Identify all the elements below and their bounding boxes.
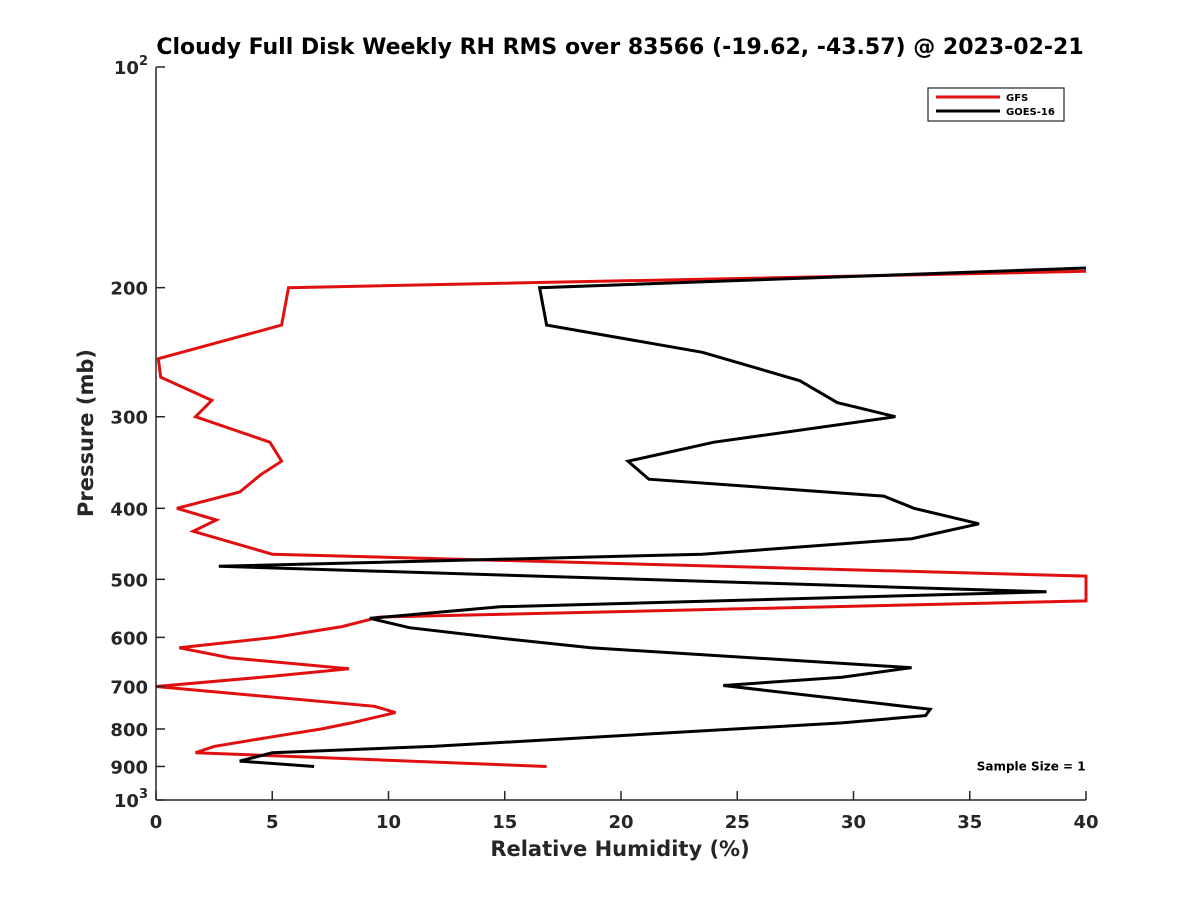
y-axis-label: Pressure (mb) [74, 349, 98, 517]
x-axis-label: Relative Humidity (%) [490, 837, 749, 861]
x-tick-label: 20 [608, 812, 633, 833]
y-tick-label: 300 [110, 408, 148, 429]
x-tick-label: 0 [150, 812, 163, 833]
x-tick-label: 25 [725, 812, 750, 833]
x-axis-ticks: 0 5 10 15 20 25 30 35 40 [150, 791, 1099, 833]
y-tick-label: 600 [110, 628, 148, 649]
x-tick-label: 30 [841, 812, 866, 833]
legend-label-gfs: GFS [1006, 93, 1028, 104]
y-tick-label: 800 [110, 720, 148, 741]
legend: GFS GOES-16 [927, 87, 1065, 122]
series-line-goes-16 [218, 266, 1087, 768]
sample-size-annotation: Sample Size = 1 [977, 759, 1086, 773]
y-tick-label: 200 [110, 279, 148, 300]
y-tick-label: 102 [114, 54, 148, 79]
y-tick-label: 900 [110, 757, 148, 778]
legend-box [927, 87, 1065, 122]
y-tick-label: 700 [110, 677, 148, 698]
plot-area [155, 266, 1088, 768]
series-line-gfs [155, 269, 1088, 768]
y-axis-ticks: 102 200 300 400 500 600 700 800 900 103 [110, 54, 165, 812]
chart-title: Cloudy Full Disk Weekly RH RMS over 8356… [156, 35, 1083, 60]
legend-label-goes16: GOES-16 [1006, 107, 1055, 118]
x-tick-label: 10 [376, 812, 401, 833]
y-tick-label: 500 [110, 570, 148, 591]
y-tick-label: 400 [110, 499, 148, 520]
x-tick-label: 5 [266, 812, 279, 833]
x-tick-label: 40 [1073, 812, 1098, 833]
x-tick-label: 15 [492, 812, 517, 833]
y-tick-label: 103 [114, 787, 148, 812]
x-tick-label: 35 [957, 812, 982, 833]
